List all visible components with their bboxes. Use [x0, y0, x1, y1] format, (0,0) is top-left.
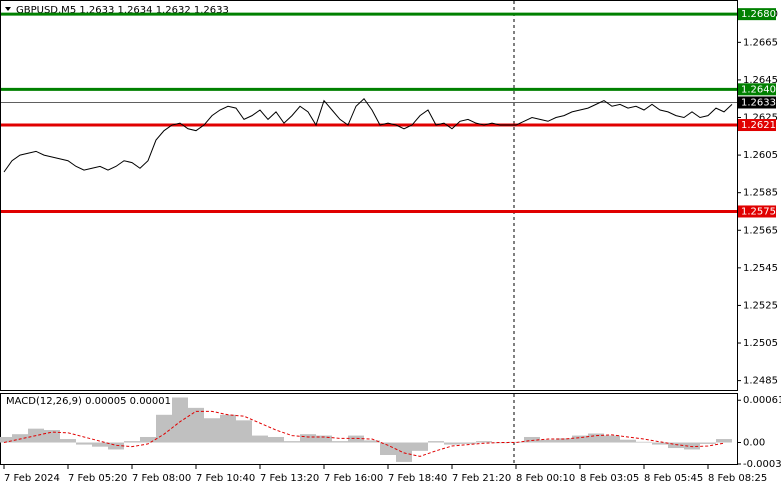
y-tick-label: 1.2505 — [743, 338, 778, 349]
y-tick-label: 0.00061 — [743, 395, 781, 406]
macd-bar — [588, 433, 604, 443]
macd-bar — [508, 441, 524, 443]
y-tick-label: 1.2665 — [743, 37, 778, 48]
macd-bar — [492, 442, 508, 444]
chart-title: GBPUSD,M5 1.2633 1.2634 1.2632 1.2633 — [16, 5, 229, 16]
x-tick-label: 7 Feb 16:00 — [324, 473, 383, 484]
macd-bar — [412, 442, 428, 451]
level-label: 1.2633 — [741, 97, 776, 108]
y-tick-label: 1.2605 — [743, 150, 778, 161]
macd-bar — [668, 442, 684, 449]
macd-bar — [396, 442, 412, 462]
y-tick-label: 0.00 — [743, 438, 765, 449]
level-label: 1.2640 — [741, 84, 776, 95]
macd-bar — [268, 436, 284, 443]
macd-bar — [476, 441, 492, 443]
macd-bar — [92, 442, 108, 447]
level-label-box — [738, 119, 776, 132]
x-tick-label: 8 Feb 00:10 — [516, 473, 575, 484]
macd-title: MACD(12,26,9) 0.00005 0.00001 — [6, 396, 171, 407]
x-tick-label: 7 Feb 21:20 — [452, 473, 511, 484]
y-tick-label: 1.2565 — [743, 225, 778, 236]
y-tick-label: 1.2545 — [743, 263, 778, 274]
y-tick-label: -0.00031 — [743, 459, 781, 470]
macd-bar — [44, 430, 60, 443]
macd-bar — [60, 439, 76, 443]
level-label-box — [738, 83, 776, 96]
macd-bar — [524, 436, 540, 443]
macd-bar — [76, 442, 92, 445]
macd-bar — [572, 435, 588, 443]
level-label-box — [738, 8, 776, 21]
macd-bar — [284, 441, 300, 443]
level-label: 1.2575 — [741, 206, 776, 217]
x-tick-label: 8 Feb 03:05 — [580, 473, 639, 484]
macd-bar — [124, 441, 140, 443]
level-label: 1.2621 — [741, 120, 776, 131]
macd-bar — [12, 434, 28, 443]
level-label-box — [738, 96, 776, 109]
macd-bar — [620, 439, 636, 443]
macd-bar — [380, 442, 396, 455]
macd-bar — [460, 442, 476, 444]
macd-bar — [188, 407, 204, 443]
y-tick-label: 1.2485 — [743, 376, 778, 387]
macd-bar — [220, 414, 236, 443]
x-tick-label: 7 Feb 08:00 — [132, 473, 191, 484]
macd-bar — [652, 442, 668, 445]
macd-bar — [556, 438, 572, 443]
macd-bar — [428, 441, 444, 443]
x-tick-label: 7 Feb 10:40 — [196, 473, 255, 484]
macd-panel — [0, 393, 738, 465]
x-tick-label: 7 Feb 18:40 — [388, 473, 447, 484]
macd-bar — [684, 442, 700, 450]
macd-bar — [172, 397, 188, 443]
x-tick-label: 7 Feb 2024 — [4, 473, 60, 484]
macd-bar — [348, 435, 364, 443]
x-tick-label: 7 Feb 05:20 — [68, 473, 127, 484]
y-tick-label: 1.2525 — [743, 300, 778, 311]
macd-bar — [156, 414, 172, 443]
macd-bar — [316, 435, 332, 443]
y-tick-label: 1.2645 — [743, 75, 778, 86]
macd-bar — [364, 440, 380, 443]
macd-bar — [444, 442, 460, 445]
macd-bar — [604, 435, 620, 443]
x-tick-label: 8 Feb 05:45 — [644, 473, 703, 484]
main-panel — [0, 0, 738, 391]
macd-bar — [636, 441, 652, 443]
y-tick-label: 1.2625 — [743, 113, 778, 124]
macd-bar — [540, 439, 556, 443]
macd-bar — [108, 442, 124, 450]
macd-bar — [252, 435, 268, 443]
level-label-box — [738, 205, 776, 218]
macd-bar — [700, 442, 716, 444]
x-tick-label: 7 Feb 13:20 — [260, 473, 319, 484]
signal-line — [3, 410, 725, 457]
macd-bar — [140, 436, 156, 443]
x-tick-label: 8 Feb 08:25 — [708, 473, 767, 484]
macd-bar — [332, 441, 348, 443]
macd-bar — [204, 418, 220, 443]
macd-bar — [0, 436, 12, 443]
level-label: 1.2680 — [741, 9, 776, 20]
macd-bar — [716, 439, 732, 443]
price-line — [3, 97, 733, 173]
y-tick-label: 1.2585 — [743, 188, 778, 199]
menu-arrow — [5, 7, 11, 11]
macd-bar — [300, 434, 316, 443]
macd-bar — [236, 420, 252, 443]
